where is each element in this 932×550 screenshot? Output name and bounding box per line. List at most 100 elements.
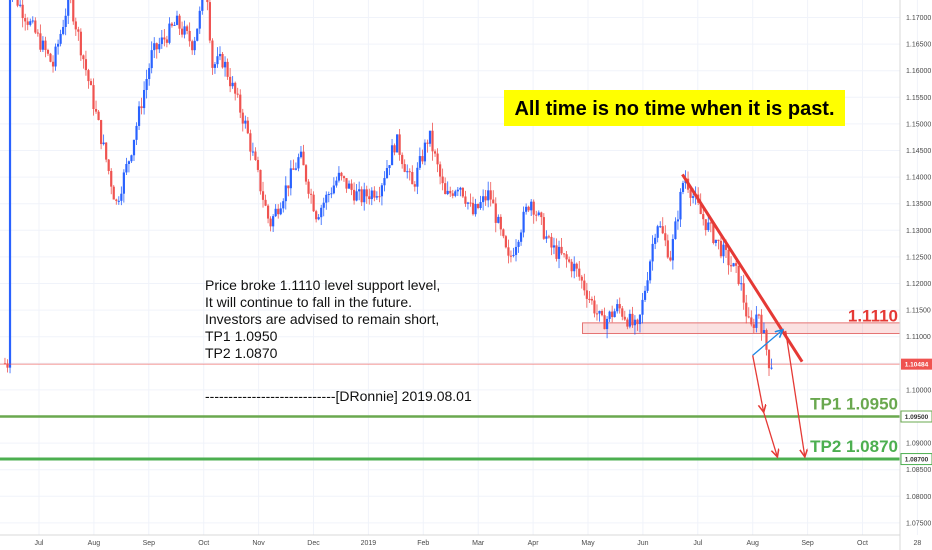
candle-body <box>226 61 229 77</box>
candle-body <box>277 208 280 215</box>
candle-body <box>752 324 755 328</box>
candle-body <box>29 21 32 25</box>
candle-body <box>322 202 325 208</box>
x-tick-label: Aug <box>88 540 101 547</box>
candle-body <box>762 330 766 334</box>
candle-body <box>456 189 459 192</box>
candle-body <box>600 310 604 316</box>
candle-body <box>39 33 42 50</box>
candle-body <box>249 133 252 152</box>
candle-body <box>325 194 328 203</box>
candle-body <box>26 21 29 25</box>
candle-body <box>512 254 515 256</box>
candle-body <box>719 240 723 257</box>
candle-body <box>519 232 523 242</box>
candle-body <box>396 134 399 153</box>
candle-body <box>423 142 427 162</box>
candle-body <box>598 310 601 314</box>
level-badge-label-tp1: 1.09500 <box>905 414 929 421</box>
candle-body <box>218 53 222 57</box>
candle-body <box>100 120 103 145</box>
candle-body <box>633 319 637 326</box>
y-tick-label: 1.14500 <box>906 148 931 155</box>
candle-body <box>3 363 7 365</box>
candle-body <box>143 89 146 109</box>
candle-body <box>398 134 401 155</box>
candle-body <box>49 53 52 62</box>
candle-body <box>294 168 298 170</box>
candle-body <box>165 39 168 43</box>
candle-body <box>373 190 376 198</box>
candle-body <box>613 311 616 318</box>
candle-body <box>127 161 131 164</box>
candle-body <box>201 0 204 11</box>
candle-body <box>593 300 596 314</box>
candle-body <box>337 172 341 181</box>
candle-body <box>239 94 242 113</box>
candle-body <box>352 189 356 201</box>
candle-body <box>770 367 773 369</box>
x-tick-label: Sep <box>143 540 156 547</box>
candle-body <box>547 236 551 238</box>
candle-body <box>428 130 432 144</box>
candle-body <box>380 185 384 197</box>
candle-body <box>497 216 500 223</box>
candle-body <box>345 178 348 189</box>
y-tick-label: 1.09000 <box>906 441 931 448</box>
candle-body <box>175 15 179 25</box>
candle-body <box>67 0 70 16</box>
candle-body <box>666 240 669 258</box>
candle-body <box>560 246 563 254</box>
y-tick-label: 1.13000 <box>906 228 931 235</box>
candle-body <box>661 226 664 234</box>
candle-body <box>654 237 657 244</box>
y-tick-label: 1.12000 <box>906 281 931 288</box>
candle-body <box>641 299 644 315</box>
candle-body <box>469 202 472 204</box>
candle-body <box>702 214 705 220</box>
candle-body <box>631 313 634 326</box>
candle-body <box>605 318 609 330</box>
candle-body <box>426 142 429 144</box>
grid <box>0 0 918 535</box>
candle-body <box>365 189 368 197</box>
candle-body <box>664 233 667 241</box>
candle-body <box>408 171 411 173</box>
candle-body <box>499 216 502 230</box>
target-arrow <box>784 330 805 457</box>
candle-body <box>659 226 662 228</box>
candle-body <box>41 40 45 50</box>
y-tick-label: 1.15000 <box>906 121 931 128</box>
candle-body <box>74 21 77 30</box>
pullback-arrow <box>752 330 783 356</box>
candle-body <box>221 53 224 68</box>
x-tick-label: Mar <box>472 540 485 547</box>
candle-body <box>692 196 695 198</box>
candle-body <box>251 151 254 153</box>
candle-body <box>180 28 184 35</box>
candle-body <box>699 202 702 215</box>
candle-body <box>97 111 100 121</box>
y-tick-label: 1.16000 <box>906 68 931 75</box>
candle-body <box>621 308 624 317</box>
price-axis[interactable]: 1.17000 1.16500 1.16000 1.15500 1.15000 1.145… <box>906 15 931 527</box>
candle-body <box>767 349 771 369</box>
candle-body <box>332 185 335 194</box>
x-tick-label: 28 <box>914 540 922 547</box>
candle-body <box>193 40 196 51</box>
time-axis[interactable]: Jul Aug Sep Oct Nov Dec 2019 Feb Mar Apr May Jun Jul… <box>35 540 922 547</box>
level-labels: 1.10484 1.1110 TP1 1.0950 1.09500 TP2 1.0870… <box>810 306 932 466</box>
level-label-tp1: TP1 1.0950 <box>810 395 898 414</box>
x-tick-label: Jul <box>35 540 44 547</box>
candle-body <box>562 253 566 255</box>
candle-body <box>145 79 148 90</box>
candle-body <box>46 50 50 54</box>
candle-body <box>707 222 710 231</box>
candle-body <box>735 263 738 266</box>
candle-body <box>358 189 361 192</box>
candle-body <box>535 214 538 216</box>
candle-body <box>287 185 290 189</box>
candle-body <box>575 263 578 269</box>
